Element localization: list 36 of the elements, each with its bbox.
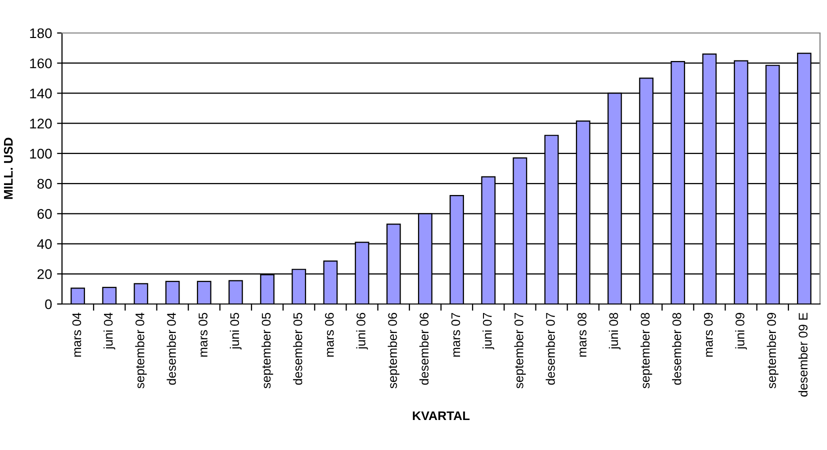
x-tick-label: mars 06 xyxy=(324,312,334,357)
x-tick-label: september 04 xyxy=(135,312,147,388)
x-tick-label: september 05 xyxy=(261,312,274,388)
x-tick-label: mars 05 xyxy=(198,312,208,357)
y-tick-label: 180 xyxy=(30,28,52,38)
y-tick-label: 80 xyxy=(37,178,52,189)
x-tick-label: september 07 xyxy=(514,312,526,388)
x-tick-label: september 06 xyxy=(388,312,400,388)
x-tick-label: juni 08 xyxy=(608,312,621,350)
x-tick-label: desember 08 xyxy=(672,312,682,385)
y-tick-label: 0 xyxy=(45,299,52,310)
x-tick-label: desember 09 E xyxy=(798,312,808,397)
x-tick-label: desember 04 xyxy=(166,312,176,385)
x-tick-label: mars 07 xyxy=(451,312,460,357)
x-tick-label: mars 08 xyxy=(578,312,586,357)
x-tick-label: desember 05 xyxy=(293,312,302,385)
x-tick-label: juni 05 xyxy=(230,312,242,350)
x-tick-label: juni 06 xyxy=(356,312,368,350)
x-tick-label: mars 04 xyxy=(72,312,82,357)
y-tick-label: 120 xyxy=(30,118,52,129)
x-tick-label: mars 09 xyxy=(704,312,713,357)
x-tick-label: desember 06 xyxy=(419,312,429,385)
y-axis-title: MILL. USD xyxy=(4,138,13,199)
y-tick-label: 100 xyxy=(30,148,52,159)
y-tick-label: 160 xyxy=(30,58,52,68)
x-tick-label: september 08 xyxy=(640,312,652,388)
x-tick-label: juni 04 xyxy=(104,312,116,350)
x-tick-label: juni 09 xyxy=(735,312,747,350)
x-tick-label: desember 07 xyxy=(546,312,555,385)
y-tick-label: 40 xyxy=(37,239,52,249)
x-axis-title: KVARTAL xyxy=(412,411,470,420)
x-tick-label: september 09 xyxy=(766,312,778,388)
x-tick-label: juni 07 xyxy=(482,312,494,350)
y-tick-label: 60 xyxy=(38,209,52,219)
y-tick-label: 140 xyxy=(30,88,52,98)
y-tick-label: 20 xyxy=(38,269,52,280)
